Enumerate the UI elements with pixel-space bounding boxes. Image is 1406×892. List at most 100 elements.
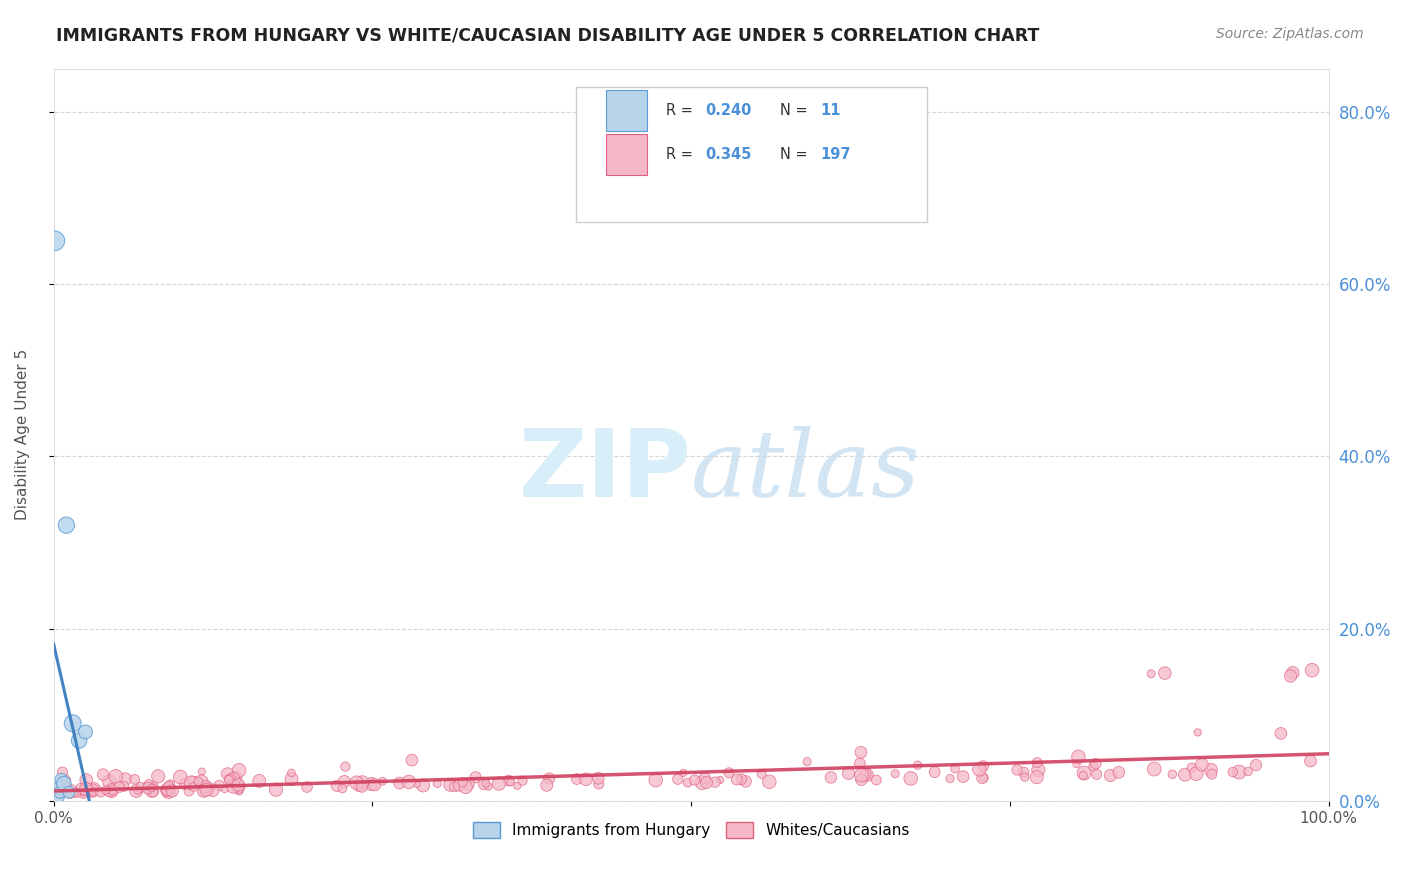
Point [472, 777, 495, 791]
Point [900, 772, 922, 786]
Point [683, 773, 706, 788]
Point [388, 776, 411, 790]
Point [884, 766, 907, 780]
FancyBboxPatch shape [576, 87, 927, 222]
Point [498, 773, 520, 788]
Point [1071, 768, 1094, 782]
Point [60, 785, 83, 799]
Point [125, 784, 148, 798]
Point [48, 780, 70, 795]
Text: IMMIGRANTS FROM HUNGARY VS WHITE/CAUCASIAN DISABILITY AGE UNDER 5 CORRELATION CH: IMMIGRANTS FROM HUNGARY VS WHITE/CAUCASI… [56, 27, 1039, 45]
Point [49, 785, 72, 799]
Point [352, 775, 374, 789]
Point [1181, 761, 1204, 775]
Point [191, 764, 214, 779]
Point [512, 773, 534, 788]
Point [477, 780, 499, 794]
Text: atlas: atlas [692, 426, 921, 516]
Point [1014, 770, 1036, 784]
Point [195, 780, 218, 794]
Point [183, 780, 205, 794]
Point [588, 777, 610, 791]
Point [148, 769, 170, 783]
Point [1012, 765, 1035, 780]
Point [1085, 767, 1108, 781]
Point [1227, 765, 1250, 780]
Point [295, 780, 318, 794]
Point [751, 767, 773, 781]
Point [136, 780, 159, 795]
Point [475, 776, 498, 790]
Point [758, 774, 780, 789]
Point [449, 778, 471, 792]
Point [672, 766, 695, 780]
Point [439, 778, 461, 792]
Point [51, 765, 73, 780]
Point [247, 774, 270, 789]
Point [690, 775, 713, 789]
Point [228, 764, 250, 778]
Point [704, 775, 727, 789]
Point [217, 767, 239, 781]
Text: Source: ZipAtlas.com: Source: ZipAtlas.com [1216, 27, 1364, 41]
Point [952, 770, 974, 784]
Point [855, 768, 877, 782]
Point [129, 780, 152, 795]
Point [75, 725, 97, 739]
Point [350, 780, 373, 794]
Point [363, 778, 385, 792]
Point [183, 775, 205, 789]
Point [1084, 756, 1107, 771]
Point [91, 767, 114, 781]
Text: 0.345: 0.345 [706, 146, 752, 161]
Point [201, 783, 224, 797]
Point [127, 783, 149, 797]
Point [58, 785, 80, 799]
Point [141, 783, 163, 797]
Point [849, 756, 872, 771]
Point [228, 778, 250, 792]
Point [72, 785, 94, 799]
Point [924, 765, 946, 780]
Point [1083, 759, 1105, 773]
Text: R =: R = [665, 103, 697, 118]
Text: ZIP: ZIP [519, 425, 692, 517]
Point [280, 765, 302, 780]
Point [644, 772, 666, 787]
Text: N =: N = [780, 103, 813, 118]
Point [162, 784, 184, 798]
Point [80, 785, 103, 799]
Point [1281, 665, 1303, 680]
Point [51, 781, 73, 796]
Point [228, 784, 250, 798]
Point [1199, 763, 1222, 777]
Point [104, 769, 127, 783]
Point [1279, 669, 1302, 683]
Point [972, 771, 994, 785]
Point [222, 780, 245, 794]
Point [969, 762, 991, 776]
Point [157, 779, 180, 793]
Point [77, 780, 100, 794]
Point [159, 777, 181, 791]
Point [536, 778, 558, 792]
Point [67, 733, 90, 747]
Point [136, 779, 159, 793]
Point [734, 774, 756, 789]
Point [98, 774, 121, 789]
Point [157, 785, 180, 799]
Point [69, 780, 91, 795]
Point [730, 772, 752, 787]
Text: 11: 11 [820, 103, 841, 118]
Point [454, 780, 477, 794]
Point [1301, 663, 1323, 677]
Bar [606, 90, 647, 131]
Point [224, 771, 246, 785]
Point [195, 782, 218, 797]
Point [1067, 749, 1090, 764]
Point [1244, 758, 1267, 772]
Point [939, 772, 962, 786]
Point [156, 782, 179, 797]
Point [44, 234, 66, 248]
Point [1005, 763, 1028, 777]
